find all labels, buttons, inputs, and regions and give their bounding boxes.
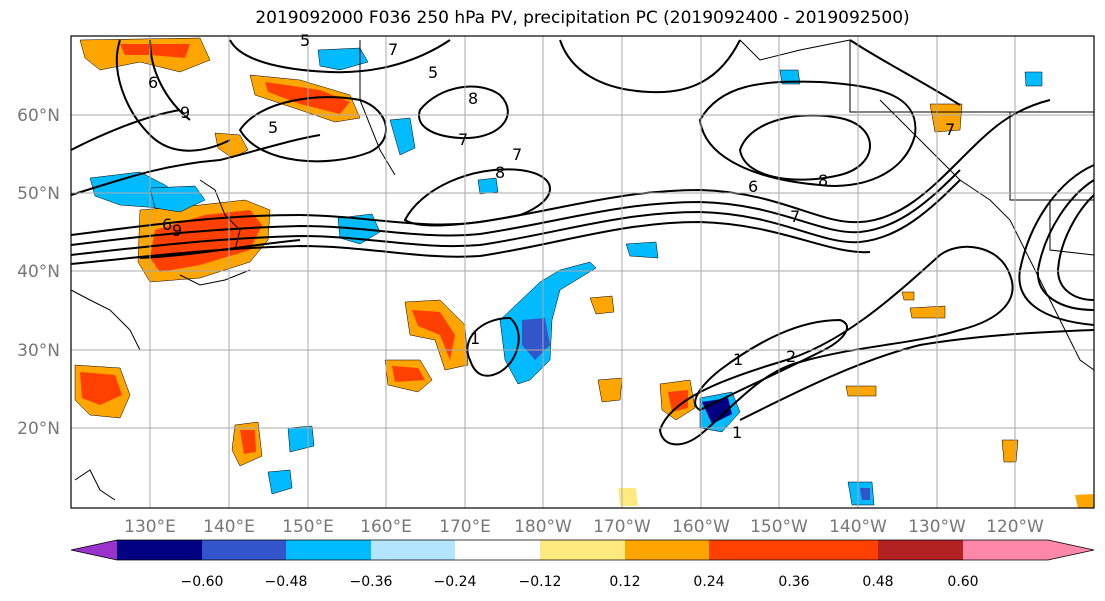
contour-label: 1 xyxy=(470,329,480,348)
colorbar-segment xyxy=(625,540,709,560)
map-panel: 5 7 5 8 7 6 8 9 7 8 6 5 1 1 2 1 9 6 7 7 xyxy=(70,31,1095,509)
colorbar-tick-label: 0.48 xyxy=(862,574,893,590)
contour-label: 9 xyxy=(180,103,190,122)
colorbar-ticks: −0.60 −0.48 −0.36 −0.24 −0.12 0.12 0.24 … xyxy=(181,574,979,590)
contour-label: 5 xyxy=(268,118,278,137)
contour-label: 8 xyxy=(468,89,478,108)
contour-label: 9 xyxy=(172,221,182,240)
contour-label: 5 xyxy=(428,63,438,82)
lon-label: 180°W xyxy=(514,517,572,537)
latitude-labels: 60°N 50°N 40°N 30°N 20°N xyxy=(17,106,60,439)
colorbar-segment xyxy=(794,540,878,560)
coastlines xyxy=(70,39,1095,501)
lat-label: 40°N xyxy=(17,262,60,282)
lat-label: 50°N xyxy=(17,184,60,204)
contour-label: 1 xyxy=(732,423,742,442)
contour-label: 8 xyxy=(818,171,828,190)
colorbar-outline xyxy=(70,539,1095,561)
lon-label: 170°E xyxy=(439,517,491,537)
lon-label: 130°W xyxy=(908,517,966,537)
contour-label: 6 xyxy=(748,177,758,196)
contour-label: 6 xyxy=(162,215,172,234)
colorbar-segment xyxy=(540,540,625,560)
colorbar-tick-label: 0.36 xyxy=(778,574,809,590)
pv-contours xyxy=(70,39,1095,446)
map-title: 2019092000 F036 250 hPa PV, precipitatio… xyxy=(255,8,910,28)
colorbar-segment xyxy=(371,540,455,560)
colorbar-extend-max xyxy=(963,540,1094,560)
contour-label: 8 xyxy=(495,163,505,182)
colorbar-tick-label: −0.60 xyxy=(181,574,224,590)
lat-label: 30°N xyxy=(17,341,60,361)
colorbar-tick-label: 0.24 xyxy=(693,574,724,590)
longitude-labels: 130°E 140°E 150°E 160°E 170°E 180°W 170°… xyxy=(124,517,1044,537)
colorbar-tick-label: −0.12 xyxy=(519,574,562,590)
colorbar-segment xyxy=(286,540,371,560)
colorbar: −0.60 −0.48 −0.36 −0.24 −0.12 0.12 0.24 … xyxy=(70,539,1095,590)
lon-label: 150°W xyxy=(750,517,808,537)
lat-label: 60°N xyxy=(17,106,60,126)
lon-label: 150°E xyxy=(282,517,334,537)
lon-label: 130°E xyxy=(124,517,176,537)
colorbar-tick-label: −0.24 xyxy=(434,574,477,590)
contour-label: 1 xyxy=(733,350,743,369)
lon-label: 140°W xyxy=(829,517,887,537)
colorbar-tick-label: −0.48 xyxy=(265,574,308,590)
lon-label: 170°W xyxy=(593,517,651,537)
lon-label: 140°E xyxy=(203,517,255,537)
contour-label: 7 xyxy=(388,40,398,59)
contour-label: 7 xyxy=(458,130,468,149)
colorbar-extend-min xyxy=(71,540,117,560)
colorbar-tick-label: −0.36 xyxy=(350,574,393,590)
gridlines xyxy=(71,36,1094,508)
colorbar-segment xyxy=(117,540,202,560)
colorbar-segment xyxy=(455,540,540,560)
colorbar-tick-label: 0.12 xyxy=(609,574,640,590)
lon-label: 160°E xyxy=(360,517,412,537)
contour-label: 7 xyxy=(790,207,800,226)
colorbar-segment xyxy=(709,540,794,560)
colorbar-segment xyxy=(202,540,286,560)
lon-label: 120°W xyxy=(986,517,1044,537)
contour-label: 7 xyxy=(945,120,955,139)
lon-label: 160°W xyxy=(672,517,730,537)
contour-label-group: 5 7 5 8 7 6 8 9 7 8 6 5 1 1 2 1 9 6 7 7 xyxy=(148,31,955,442)
contour-label: 2 xyxy=(786,347,796,366)
map-frame xyxy=(70,35,1095,509)
contour-label: 7 xyxy=(512,145,522,164)
colorbar-segment xyxy=(878,540,963,560)
colorbar-tick-label: 0.60 xyxy=(947,574,978,590)
contour-label: 6 xyxy=(148,73,158,92)
lat-label: 20°N xyxy=(17,419,60,439)
contour-label: 5 xyxy=(300,31,310,50)
